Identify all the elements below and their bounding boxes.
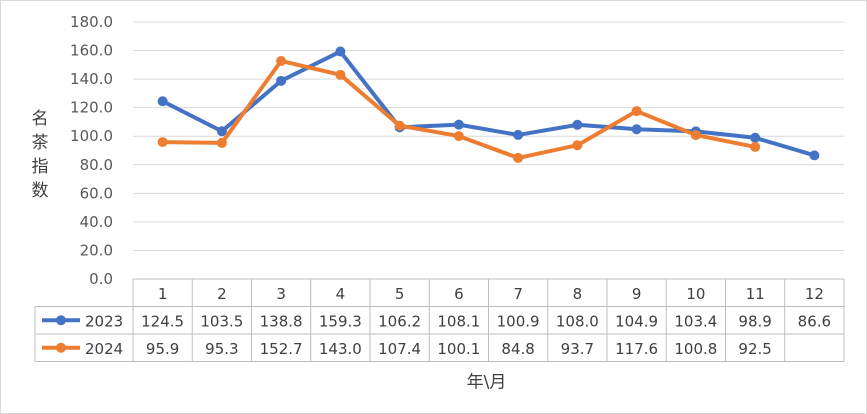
x-tick-label: 9: [632, 285, 642, 303]
point-2023: [216, 126, 227, 137]
legend-key-marker: [56, 342, 66, 353]
legend-label: 2023: [85, 312, 123, 330]
point-2023: [157, 96, 168, 107]
point-2024: [690, 130, 701, 141]
data-label: 100.1: [437, 340, 480, 358]
point-2023: [631, 124, 642, 135]
x-tick-label: 8: [573, 285, 583, 303]
y-tick-label: 160.0: [70, 42, 113, 60]
data-label: 143.0: [319, 340, 362, 358]
x-tick-label: 12: [805, 285, 824, 303]
data-label: 117.6: [615, 340, 658, 358]
point-2023: [335, 46, 346, 57]
point-2024: [631, 106, 642, 117]
y-axis-title-char: 名: [32, 109, 49, 129]
y-tick-label: 120.0: [70, 99, 113, 117]
data-label: 106.2: [378, 312, 421, 330]
point-2024: [335, 69, 346, 80]
data-label: 103.4: [674, 312, 717, 330]
y-tick-label: 40.0: [80, 213, 113, 231]
y-tick-label: 60.0: [80, 184, 113, 202]
point-2024: [513, 152, 524, 163]
point-2023: [750, 132, 761, 143]
data-label: 95.9: [146, 340, 179, 358]
point-2024: [157, 137, 168, 148]
point-2023: [453, 119, 464, 130]
data-label: 124.5: [141, 312, 184, 330]
x-tick-label: 4: [336, 285, 346, 303]
data-label: 103.5: [200, 312, 243, 330]
data-label: 107.4: [378, 340, 421, 358]
data-label: 86.6: [798, 312, 831, 330]
x-tick-label: 5: [395, 285, 405, 303]
y-tick-label: 100.0: [70, 127, 113, 145]
data-label: 108.1: [437, 312, 480, 330]
x-tick-label: 10: [686, 285, 705, 303]
x-tick-label: 7: [513, 285, 523, 303]
legend-key-marker: [56, 315, 66, 326]
data-label: 152.7: [260, 340, 303, 358]
data-label: 98.9: [738, 312, 771, 330]
y-tick-label: 20.0: [80, 241, 113, 259]
point-2024: [453, 131, 464, 142]
x-tick-label: 3: [276, 285, 286, 303]
x-tick-label: 2: [217, 285, 227, 303]
point-2023: [572, 119, 583, 130]
point-2024: [750, 141, 761, 152]
point-2023: [513, 129, 524, 140]
point-2024: [276, 55, 287, 66]
data-label: 104.9: [615, 312, 658, 330]
point-2023: [809, 150, 820, 161]
point-2024: [572, 140, 583, 151]
y-tick-label: 80.0: [80, 156, 113, 174]
x-tick-label: 6: [454, 285, 464, 303]
y-axis-title-char: 茶: [32, 133, 49, 153]
series-line-2023: [160, 49, 817, 158]
data-label: 100.9: [497, 312, 540, 330]
data-label: 93.7: [561, 340, 594, 358]
data-label: 108.0: [556, 312, 599, 330]
y-tick-label: 0.0: [89, 270, 113, 288]
y-tick-label: 140.0: [70, 70, 113, 88]
data-label: 95.3: [205, 340, 238, 358]
y-axis-title-char: 数: [32, 181, 49, 201]
point-2024: [394, 120, 405, 131]
data-label: 138.8: [260, 312, 303, 330]
data-label: 100.8: [674, 340, 717, 358]
data-label: 92.5: [738, 340, 771, 358]
point-2023: [276, 75, 287, 86]
series-line-2024: [160, 58, 758, 160]
x-axis-title: 年\月: [467, 373, 507, 393]
y-tick-label: 180.0: [70, 13, 113, 31]
x-tick-label: 1: [158, 285, 168, 303]
x-tick-label: 11: [746, 285, 765, 303]
y-axis-title-char: 指: [32, 157, 49, 177]
data-label: 159.3: [319, 312, 362, 330]
legend-label: 2024: [85, 340, 123, 358]
data-label: 84.8: [501, 340, 534, 358]
point-2024: [216, 137, 227, 148]
